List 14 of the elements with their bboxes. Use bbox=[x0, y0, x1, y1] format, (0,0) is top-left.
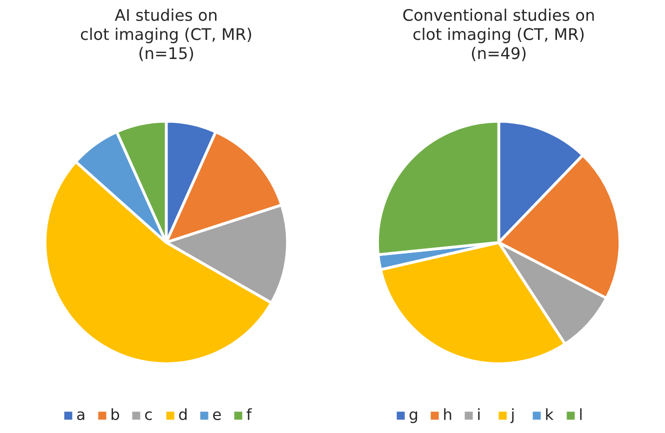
legend-label: e bbox=[213, 411, 221, 420]
legend-label: c bbox=[145, 411, 152, 420]
chart-title: Conventional studies on clot imaging (CT, MR) (n=49) bbox=[403, 8, 594, 62]
legend-label: h bbox=[444, 408, 452, 420]
legend-label: f bbox=[246, 408, 252, 420]
legend-label: g bbox=[410, 411, 418, 424]
legend-label: j bbox=[510, 408, 514, 424]
legend-label: i bbox=[478, 408, 480, 420]
legend-label: k bbox=[546, 408, 554, 420]
legend-label: a bbox=[77, 411, 84, 420]
legend-label: d bbox=[179, 408, 187, 420]
legend-label: b bbox=[112, 408, 120, 420]
chart-title: AI studies on clot imaging (CT, MR) (n=15) bbox=[80, 8, 252, 62]
legend-label: l bbox=[580, 408, 582, 420]
